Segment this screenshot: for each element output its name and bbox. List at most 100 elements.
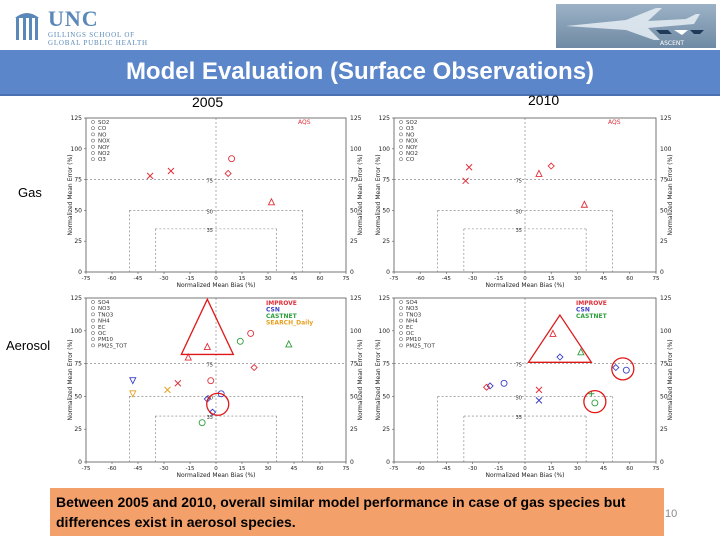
data-point <box>577 347 585 356</box>
guide-label: 35 <box>207 415 213 421</box>
legend-marker <box>399 138 403 143</box>
legend-entry: SO4 <box>406 300 418 306</box>
gas-row-label: Gas <box>18 185 42 200</box>
legend-entry: EC <box>98 325 105 331</box>
legend-marker <box>399 157 403 162</box>
y-tick-label-right: 50 <box>660 207 668 214</box>
y-tick-label: 50 <box>382 393 390 400</box>
y-tick-label-right: 0 <box>350 269 354 276</box>
x-tick-label: -30 <box>160 466 169 472</box>
y-axis-label-right: Normalized Mean Error (%) <box>667 154 674 235</box>
y-tick-label-right: 100 <box>350 146 362 153</box>
x-tick-label: 60 <box>317 276 324 282</box>
legend-entry: NH4 <box>98 319 110 325</box>
y-tick-label: 25 <box>74 238 82 245</box>
data-point <box>129 390 137 398</box>
y-tick-label-right: 50 <box>350 393 358 400</box>
x-tick-label: 15 <box>548 276 555 282</box>
legend-entry: NO3 <box>406 306 418 312</box>
y-tick-label: 25 <box>382 426 390 433</box>
legend-marker <box>399 132 403 137</box>
x-tick-label: 75 <box>343 466 350 472</box>
unc-logo: UNC GILLINGS SCHOOL OF GLOBAL PUBLIC HEA… <box>14 6 184 47</box>
data-point <box>228 155 236 163</box>
data-point <box>285 339 293 348</box>
x-tick-label: -60 <box>108 466 117 472</box>
x-tick-label: 0 <box>523 276 527 282</box>
data-point <box>164 386 171 394</box>
highlight-circle <box>583 389 607 414</box>
highlight-circle <box>611 357 635 381</box>
ascent-label: ASCENT <box>660 40 684 47</box>
data-point <box>486 382 494 390</box>
network-label: IMPROVE <box>266 300 297 307</box>
x-tick-label: -30 <box>468 466 477 472</box>
summary-note-text: Between 2005 and 2010, overall similar m… <box>56 494 626 530</box>
legend-marker <box>399 306 403 311</box>
network-label: CASTNET <box>576 313 608 320</box>
x-tick-label: 45 <box>291 276 298 282</box>
x-tick-label: 75 <box>653 276 660 282</box>
y-tick-label-right: 75 <box>660 361 668 368</box>
x-tick-label: -60 <box>416 466 425 472</box>
logo-subtitle: GILLINGS SCHOOL OF GLOBAL PUBLIC HEALTH <box>48 31 188 47</box>
y-tick-label: 125 <box>71 115 83 122</box>
legend-entry: NOX <box>406 139 418 145</box>
logo-title: UNC <box>48 6 99 31</box>
legend-entry: NOY <box>98 145 110 151</box>
logo-subtitle-line2: GLOBAL PUBLIC HEALTH <box>48 39 148 47</box>
legend-entry: NO <box>406 132 415 138</box>
x-axis-label: Normalized Mean Bias (%) <box>176 472 255 479</box>
legend-entry: PM10 <box>98 337 114 343</box>
y-tick-label-right: 25 <box>350 426 358 433</box>
legend-marker <box>91 300 95 304</box>
x-tick-label: -45 <box>442 466 451 472</box>
y-tick-label: 75 <box>382 177 390 184</box>
x-tick-label: 15 <box>239 276 246 282</box>
y-tick-label: 25 <box>382 238 390 245</box>
network-label: IMPROVE <box>576 300 607 307</box>
network-label: CSN <box>266 307 280 314</box>
legend-marker <box>91 337 95 342</box>
x-tick-label: -75 <box>390 466 399 472</box>
x-tick-label: 15 <box>548 466 555 472</box>
network-label: AQS <box>608 119 621 126</box>
data-point <box>167 167 175 175</box>
x-tick-label: 30 <box>265 276 272 282</box>
legend-entry: NOX <box>98 139 110 145</box>
y-tick-label-right: 125 <box>350 115 362 122</box>
legend-marker <box>91 157 95 162</box>
guide-label: 75 <box>516 179 522 185</box>
data-point <box>146 172 154 180</box>
data-point <box>208 408 217 416</box>
legend-entry: NO2 <box>98 151 110 157</box>
x-tick-label: -75 <box>82 466 91 472</box>
legend-marker <box>91 343 95 348</box>
data-point <box>465 163 473 171</box>
legend-marker <box>399 337 403 342</box>
y-tick-label: 100 <box>379 328 391 335</box>
title-bar <box>0 50 720 96</box>
data-point <box>482 383 491 391</box>
y-tick-label-right: 125 <box>660 115 672 122</box>
legend-marker <box>399 144 403 149</box>
highlight-circle <box>206 392 230 416</box>
y-tick-label: 75 <box>74 177 82 184</box>
legend-marker <box>91 324 95 329</box>
y-tick-label-right: 0 <box>660 269 664 276</box>
data-point <box>203 342 212 350</box>
data-point <box>250 363 258 372</box>
data-point <box>535 386 543 394</box>
legend-marker <box>399 343 403 348</box>
data-point <box>549 329 557 337</box>
legend-entry: NH4 <box>406 319 418 325</box>
x-tick-label: -15 <box>494 466 503 472</box>
x-tick-label: 30 <box>574 466 581 472</box>
data-point <box>247 329 255 337</box>
y-tick-label: 50 <box>74 207 82 214</box>
y-axis-label: Normalized Mean Error (%) <box>375 154 382 235</box>
x-tick-label: -30 <box>160 276 169 282</box>
y-axis-label-right: Normalized Mean Error (%) <box>357 339 364 420</box>
